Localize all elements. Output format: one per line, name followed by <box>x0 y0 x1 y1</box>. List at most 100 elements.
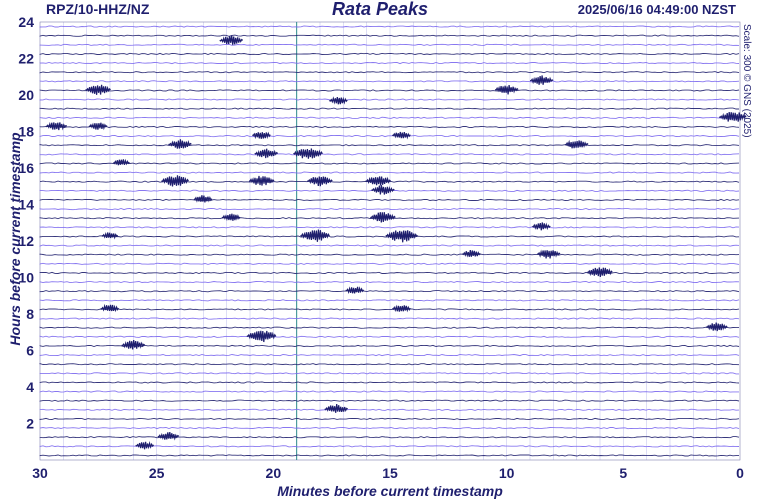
plot-frame <box>39 21 741 461</box>
trace-row <box>39 52 740 55</box>
trace-row <box>39 381 740 384</box>
event-burst <box>529 75 554 85</box>
trace-row <box>39 198 740 201</box>
trace-row <box>39 62 740 65</box>
trace-row <box>39 281 740 284</box>
trace-row <box>39 362 740 366</box>
event-burst <box>392 131 411 140</box>
event-burst <box>135 441 155 450</box>
trace-row <box>39 80 740 83</box>
event-burst <box>300 229 330 242</box>
event-burst <box>705 322 728 332</box>
event-burst <box>494 85 519 95</box>
trace-row <box>39 299 740 302</box>
x-tick-label: 30 <box>32 465 48 481</box>
trace-row <box>39 390 739 393</box>
trace-row <box>39 445 740 448</box>
station-code: RPZ/10-HHZ/NZ <box>46 1 150 17</box>
trace-row <box>39 454 739 457</box>
event-burst <box>113 158 130 166</box>
y-tick-label: 8 <box>26 306 34 322</box>
trace-row <box>39 135 740 138</box>
event-burst <box>371 185 395 195</box>
event-burst <box>219 35 244 45</box>
y-tick-label: 24 <box>18 14 34 30</box>
y-tick-label: 18 <box>18 124 34 140</box>
trace-row <box>39 408 740 411</box>
event-burst <box>385 230 419 243</box>
trace-row <box>39 125 740 128</box>
trace-layer <box>39 25 740 457</box>
event-burst <box>345 286 365 295</box>
trace-row <box>39 354 740 357</box>
event-burst <box>101 232 119 240</box>
trace-row <box>39 107 739 110</box>
trace-row <box>39 290 740 293</box>
trace-row <box>39 89 740 92</box>
event-burst <box>246 330 277 343</box>
y-tick-label: 12 <box>18 233 34 249</box>
trace-row <box>39 171 740 174</box>
event-layer <box>45 35 747 450</box>
trace-row <box>39 226 740 229</box>
event-burst <box>536 249 561 259</box>
trace-row <box>39 98 740 101</box>
event-burst <box>532 222 551 231</box>
event-burst <box>718 112 747 122</box>
y-tick-label: 16 <box>18 160 34 176</box>
trace-row <box>39 427 740 430</box>
trace-row <box>39 335 740 338</box>
event-burst <box>88 122 108 131</box>
event-burst <box>193 195 213 203</box>
event-burst <box>307 176 333 187</box>
y-tick-label: 10 <box>18 270 34 286</box>
event-burst <box>391 304 411 313</box>
y-tick-label: 6 <box>26 343 34 359</box>
x-tick-label: 5 <box>619 465 627 481</box>
x-tick-label: 10 <box>499 465 515 481</box>
event-burst <box>248 175 275 186</box>
y-tick-label: 4 <box>26 379 34 395</box>
trace-row <box>39 116 740 119</box>
trace-row <box>39 235 740 238</box>
event-burst <box>252 131 271 140</box>
trace-row <box>39 372 739 375</box>
event-burst <box>157 432 180 441</box>
trace-row <box>39 144 740 147</box>
trace-row <box>39 253 740 256</box>
event-burst <box>100 303 120 313</box>
trace-row <box>39 208 740 211</box>
trace-row <box>39 399 740 402</box>
trace-row <box>39 271 740 274</box>
event-burst <box>121 340 146 350</box>
trace-row <box>39 344 740 347</box>
chart-title: Rata Peaks <box>331 0 429 19</box>
trace-row <box>39 34 740 37</box>
x-axis-label: Minutes before current timestamp <box>277 483 503 499</box>
x-tick-label: 20 <box>266 465 282 481</box>
event-burst <box>324 404 349 413</box>
trace-row <box>39 43 740 46</box>
event-burst <box>370 212 396 223</box>
event-burst <box>293 148 323 159</box>
y-tick-label: 20 <box>18 87 34 103</box>
event-burst <box>254 148 279 159</box>
trace-row <box>39 317 740 320</box>
trace-row <box>39 436 740 439</box>
y-tick-label: 22 <box>18 51 34 67</box>
trace-row <box>39 25 740 28</box>
grid-layer <box>39 21 741 461</box>
y-tick-label: 14 <box>18 197 34 213</box>
event-burst <box>365 176 391 186</box>
event-burst <box>564 139 589 149</box>
trace-row <box>39 162 740 165</box>
event-burst <box>45 121 67 131</box>
trace-row <box>39 244 740 247</box>
trace-row <box>39 262 740 265</box>
current-timestamp: 2025/06/16 04:49:00 NZST <box>577 2 736 17</box>
event-burst <box>85 84 111 95</box>
event-burst <box>221 213 241 222</box>
event-burst <box>461 250 481 258</box>
